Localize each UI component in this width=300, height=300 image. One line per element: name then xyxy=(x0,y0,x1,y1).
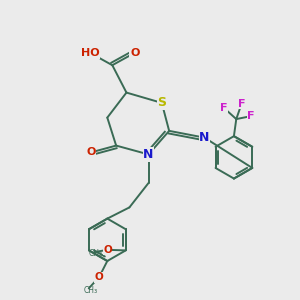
Text: O: O xyxy=(86,147,96,158)
Text: N: N xyxy=(199,131,210,144)
Text: CH₃: CH₃ xyxy=(83,286,98,295)
Text: CH₃: CH₃ xyxy=(89,249,103,258)
Text: N: N xyxy=(143,148,154,161)
Text: HO: HO xyxy=(81,48,100,59)
Text: F: F xyxy=(238,99,245,109)
Text: F: F xyxy=(220,103,228,113)
Text: O: O xyxy=(130,48,140,58)
Text: S: S xyxy=(157,96,166,110)
Text: O: O xyxy=(95,272,103,282)
Text: F: F xyxy=(247,111,255,121)
Text: O: O xyxy=(103,245,112,255)
